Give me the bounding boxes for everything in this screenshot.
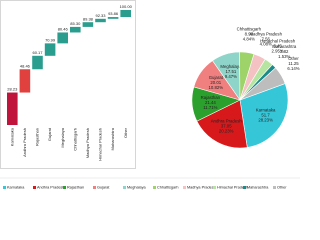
pie-label: Other — [288, 56, 299, 61]
data-label: 60.17 — [32, 50, 43, 55]
pie-label: 20.23% — [219, 129, 234, 134]
pie-slice — [239, 67, 286, 101]
data-label: 80.46 — [58, 27, 69, 32]
pie-label: 4.84% — [243, 36, 255, 41]
data-label: 89.38 — [83, 16, 94, 21]
data-label: 48.46 — [20, 63, 31, 68]
legend-swatch — [93, 186, 96, 189]
pie-label: Rajasthan — [201, 95, 221, 100]
x-tick-label: Other — [123, 127, 128, 138]
legend-label: Madhya Pradesh — [187, 186, 216, 190]
pie-label: 51.7 — [261, 112, 270, 117]
pie-label: 37.05 — [221, 124, 232, 129]
pie-label: 5.45 — [273, 43, 282, 48]
x-tick-label: Karnataka — [9, 127, 14, 146]
legend-swatch — [213, 186, 216, 189]
pie-label: 17.51 — [226, 69, 237, 74]
data-label: 100.00 — [120, 4, 133, 9]
data-label: 92.33 — [95, 13, 106, 18]
pie-label: Madhya Pradesh — [249, 31, 282, 36]
data-label: 70.99 — [45, 37, 56, 42]
pie-label: 10.82% — [208, 85, 223, 90]
legend-label: Karnataka — [7, 186, 25, 190]
pie-label: 11.71% — [203, 105, 217, 110]
waterfall-bar — [57, 32, 68, 44]
legend-label: Andhra Pradesh — [37, 186, 64, 190]
pie-label: 8.96 — [245, 31, 254, 36]
x-tick-label: Chhattisgarh — [72, 128, 77, 151]
x-tick-label: Madhya Pradesh — [85, 128, 90, 158]
pie-label: 20.01 — [210, 80, 221, 85]
legend-swatch — [3, 186, 6, 189]
pie-label: 1.53% — [278, 54, 290, 59]
data-label: 85.30 — [70, 21, 81, 26]
pie-label: 21.44 — [205, 100, 216, 105]
waterfall-bar — [82, 22, 94, 27]
pie-label: 11.25 — [288, 61, 299, 66]
legend-swatch — [123, 186, 126, 189]
pie-label: Himachal Pradesh — [260, 38, 296, 43]
pie-label: Karnataka — [256, 107, 276, 112]
legend-label: Chhattisgarh — [157, 186, 179, 190]
pie-slice — [239, 83, 289, 148]
pie-label: 9.47% — [225, 74, 237, 79]
pie-label: 6.14% — [287, 66, 299, 71]
legend-label: Rajasthan — [67, 186, 84, 190]
waterfall-bar — [120, 10, 131, 18]
pie-label: 2.95% — [272, 48, 284, 53]
pie-label: Andhra Pradesh — [211, 119, 243, 124]
legend-swatch — [33, 186, 36, 189]
waterfall-bar — [95, 18, 106, 23]
pie-label: 7.56 — [262, 36, 271, 41]
pie-label: Chhattisgarh — [237, 26, 262, 31]
x-tick-label: Rajasthan — [35, 128, 40, 146]
legend-label: Meghalaya — [127, 186, 146, 190]
data-label: 93.86 — [108, 11, 119, 16]
pie-label: Meghalaya — [220, 64, 242, 69]
legend-label: Other — [277, 186, 287, 190]
legend-swatch — [183, 186, 186, 189]
x-tick-label: Himachal Pradesh — [98, 128, 103, 161]
legend-swatch — [273, 186, 276, 189]
waterfall-bar — [44, 43, 56, 56]
legend-swatch — [153, 186, 156, 189]
x-tick-label: Andhra Pradesh — [22, 128, 27, 157]
waterfall-bar — [107, 17, 119, 19]
screenshot: 28.23 Karnataka 48.46 Andhra Pradesh 60.17 Ra… — [0, 0, 300, 190]
x-tick-label: Maharashtra — [110, 127, 115, 150]
pie-label: 2.82 — [280, 49, 289, 54]
pie-slice — [196, 99, 248, 149]
waterfall-bar — [19, 69, 31, 93]
pie-label: 4.08% — [260, 41, 272, 46]
waterfall-bar — [70, 26, 81, 33]
legend-label: Gujarat — [97, 186, 110, 190]
waterfall-bar — [32, 55, 43, 70]
legend-label: Himachal Pradesh — [217, 186, 248, 190]
legend-label: Maharashtra — [247, 186, 269, 190]
waterfall-bar — [7, 92, 18, 125]
x-tick-label: Gujarat — [47, 127, 52, 141]
legend-swatch — [243, 186, 246, 189]
pie-label: Gujarat — [209, 75, 224, 80]
data-label: 28.23 — [7, 87, 18, 92]
x-tick-label: Meghalaya — [60, 127, 65, 147]
pie-label: Maharashtra — [272, 44, 297, 49]
legend-swatch — [63, 186, 66, 189]
pie-label: 28.23% — [258, 117, 273, 122]
